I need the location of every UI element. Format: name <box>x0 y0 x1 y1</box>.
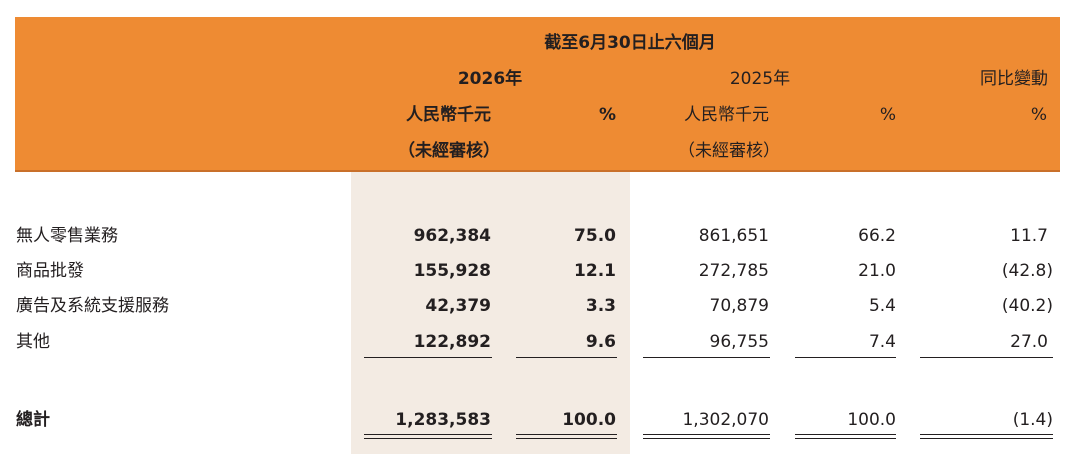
current-period-shading <box>351 172 630 454</box>
total-yoy-change: (1.4) <box>1012 410 1053 430</box>
pct-change-heading: % <box>1030 105 1047 125</box>
percent-2025: 66.2 <box>858 226 896 246</box>
total-double-rule <box>516 434 617 435</box>
yoy-change-value: 27.0 <box>1010 332 1048 352</box>
subtotal-rule <box>643 357 770 358</box>
year-2025-heading: 2025年 <box>729 69 791 89</box>
subtotal-rule <box>795 357 896 358</box>
total-percent-2025: 100.0 <box>847 410 896 430</box>
value-2026: 42,379 <box>425 296 491 316</box>
row-label: 廣告及系統支援服務 <box>16 296 169 316</box>
value-2025: 272,785 <box>698 261 769 281</box>
yoy-change-heading: 同比變動 <box>980 69 1048 89</box>
total-double-rule <box>364 438 492 439</box>
total-double-rule <box>516 438 617 439</box>
pct-2025-heading: % <box>879 105 896 125</box>
value-2026: 155,928 <box>413 261 491 281</box>
row-label: 無人零售業務 <box>16 226 118 246</box>
percent-2026: 3.3 <box>585 296 616 316</box>
percent-2025: 5.4 <box>868 296 896 316</box>
value-2026: 962,384 <box>413 226 491 246</box>
total-double-rule <box>795 438 896 439</box>
header-band <box>15 17 1060 170</box>
row-label: 其他 <box>16 332 50 352</box>
value-2025: 96,755 <box>709 332 769 352</box>
row-label: 商品批發 <box>16 261 84 281</box>
total-percent-2026: 100.0 <box>562 410 616 430</box>
total-double-rule <box>643 438 770 439</box>
subtotal-rule <box>920 357 1053 358</box>
total-value-2025: 1,302,070 <box>682 410 769 430</box>
unaudited-2026-heading: （未經審核） <box>398 141 500 161</box>
unaudited-2025-heading: （未經審核） <box>678 141 780 161</box>
percent-2026: 9.6 <box>585 332 616 352</box>
yoy-change-value: (40.2) <box>1001 296 1053 316</box>
total-double-rule <box>364 434 492 435</box>
header-bottom-rule <box>15 170 1060 172</box>
percent-2026: 75.0 <box>574 226 616 246</box>
yoy-change-value: 11.7 <box>1010 226 1048 246</box>
percent-2025: 7.4 <box>868 332 896 352</box>
value-2026: 122,892 <box>413 332 491 352</box>
total-double-rule <box>920 438 1053 439</box>
yoy-change-value: (42.8) <box>1001 261 1053 281</box>
pct-2026-heading: % <box>598 105 616 125</box>
total-double-rule <box>643 434 770 435</box>
total-value-2026: 1,283,583 <box>395 410 491 430</box>
total-double-rule <box>920 434 1053 435</box>
currency-2026-heading: 人民幣千元 <box>406 105 491 125</box>
year-2026-heading: 2026年 <box>457 69 523 89</box>
total-label: 總計 <box>16 410 50 430</box>
value-2025: 861,651 <box>698 226 769 246</box>
total-double-rule <box>795 434 896 435</box>
period-heading: 截至6月30日止六個月 <box>544 33 716 53</box>
percent-2025: 21.0 <box>858 261 896 281</box>
percent-2026: 12.1 <box>574 261 616 281</box>
subtotal-rule <box>364 357 492 358</box>
subtotal-rule <box>516 357 617 358</box>
currency-2025-heading: 人民幣千元 <box>684 105 769 125</box>
value-2025: 70,879 <box>709 296 769 316</box>
